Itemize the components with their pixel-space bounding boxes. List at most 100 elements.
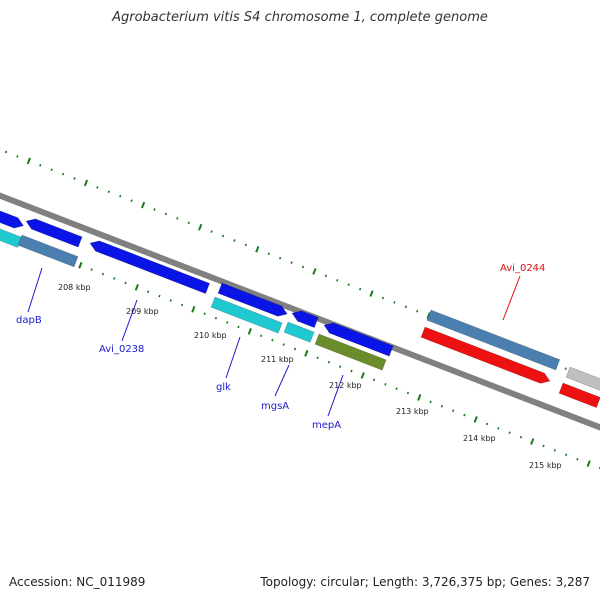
inner-ring-dot (316, 356, 319, 360)
outer-ring-dot (130, 199, 133, 202)
inner-ring-dot (564, 453, 568, 457)
inner-ring-dot (553, 449, 556, 452)
inner-ring-dot (214, 316, 218, 320)
gene-feature (17, 234, 79, 268)
gene-leader-line (274, 364, 290, 397)
gene-label-dapb[interactable]: dapB (16, 315, 42, 326)
inner-ring-dot (395, 387, 398, 390)
inner-ring-dot (304, 350, 309, 357)
inner-ring-dot (203, 312, 206, 316)
tick-label: 209 kbp (126, 307, 159, 316)
inner-ring-dot (497, 427, 500, 430)
inner-ring-dot (113, 277, 116, 280)
inner-ring-dot (417, 394, 422, 401)
outer-ring-dot (358, 287, 362, 291)
gene-feature (25, 218, 83, 248)
inner-ring-dot (360, 372, 365, 379)
outer-ring-dot (426, 312, 431, 319)
inner-ring-dot (508, 431, 511, 435)
inner-ring-dot (519, 435, 523, 439)
outer-ring-dot (210, 230, 213, 233)
outer-ring-dot (233, 239, 236, 242)
tick-label: 214 kbp (463, 434, 496, 443)
inner-ring-dot (406, 391, 410, 395)
gene-feature (558, 382, 600, 409)
gene-leader-line (27, 267, 43, 313)
outer-ring-dot (244, 243, 248, 247)
outer-ring-dot (279, 256, 282, 260)
gene-label-avi-0244[interactable]: Avi_0244 (500, 263, 545, 274)
gene-feature (291, 310, 319, 329)
inner-ring-dot (101, 272, 105, 276)
gene-feature (217, 282, 288, 317)
outer-ring-dot (50, 168, 53, 172)
tick-label: 213 kbp (396, 407, 429, 416)
tick-label: 211 kbp (261, 355, 294, 364)
inner-ring-dot (293, 347, 297, 351)
genome-backbone (0, 192, 600, 431)
gene-features (0, 210, 600, 409)
inner-ring-dot (78, 261, 83, 269)
summary-text: Topology: circular; Length: 3,726,375 bp… (260, 575, 590, 589)
inner-ring-dot (226, 321, 229, 324)
inner-ring-dot (339, 365, 342, 368)
gene-feature (0, 228, 23, 248)
inner-ring-dot (259, 334, 263, 338)
inner-ring-dot (576, 457, 579, 461)
inner-ring-dot (271, 338, 274, 342)
outer-ring-dot (187, 221, 190, 225)
outer-ring-dot (164, 212, 168, 216)
outer-ring-dot (369, 290, 374, 297)
outer-dotted-ring (4, 150, 600, 386)
tick-labels: 208 kbp 209 kbp 210 kbp 211 kbp 212 kbp 213 k… (58, 283, 562, 470)
gene-leader-line (502, 275, 521, 321)
inner-ring-dot (429, 400, 432, 404)
inner-ring-dot (169, 299, 172, 302)
gene-label-avi-0238[interactable]: Avi_0238 (99, 344, 144, 355)
outer-ring-dot (221, 234, 225, 238)
inner-ring-dot (542, 444, 545, 448)
outer-ring-dot (416, 309, 419, 313)
outer-ring-dot (347, 283, 350, 287)
outer-ring-dot (83, 179, 89, 187)
gene-label-mepa[interactable]: mepA (312, 420, 341, 431)
outer-ring-dot (140, 201, 146, 209)
inner-ring-dot (530, 438, 535, 445)
inner-ring-dot (372, 378, 376, 382)
gene-feature (323, 322, 394, 357)
inner-ring-dot (124, 281, 127, 285)
inner-ring-dot (327, 360, 331, 364)
outer-ring-dot (176, 217, 179, 220)
outer-ring-dot (73, 177, 76, 180)
gene-feature (283, 321, 315, 343)
outer-ring-dot (336, 278, 339, 282)
gene-label-mgsa[interactable]: mgsA (261, 401, 289, 412)
outer-ring-dot (255, 245, 260, 253)
outer-ring-dot (301, 265, 305, 269)
gene-feature (314, 333, 387, 371)
gene-label-glk[interactable]: glk (216, 382, 231, 393)
gene-feature (210, 296, 283, 334)
outer-ring-dot (119, 194, 122, 198)
inner-ring-dot (440, 404, 443, 408)
outer-ring-dot (107, 190, 110, 194)
outer-ring-dot (39, 163, 42, 167)
inner-ring-dot (473, 416, 478, 423)
tick-label: 210 kbp (194, 331, 227, 340)
inner-ring-dot (247, 328, 252, 335)
outer-ring-dot (564, 367, 567, 371)
gene-feature (89, 240, 210, 295)
inner-ring-dot (586, 460, 591, 467)
inner-ring-dot (384, 382, 387, 386)
outer-ring-dot (4, 150, 8, 154)
gene-feature (420, 326, 551, 384)
outer-ring-dot (290, 261, 293, 264)
outer-ring-dot (153, 208, 156, 211)
outer-ring-dot (324, 274, 327, 278)
inner-ring-dot (463, 413, 466, 417)
tick-label: 208 kbp (58, 283, 91, 292)
tick-label: 212 kbp (329, 381, 362, 390)
gene-leader-line (327, 374, 344, 417)
gene-feature (565, 366, 600, 391)
